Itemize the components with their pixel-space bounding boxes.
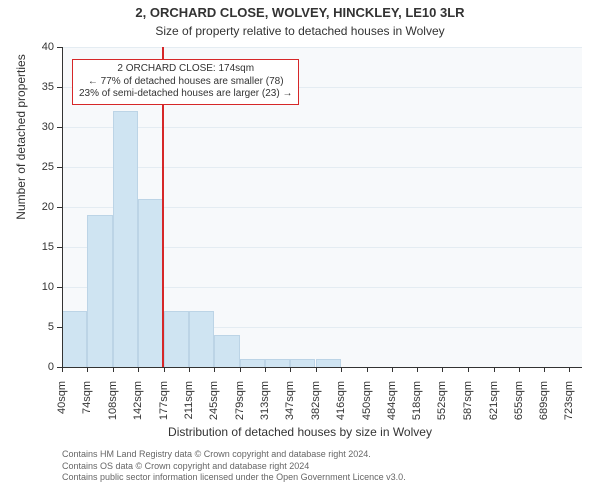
x-tick-label: 552sqm	[436, 381, 448, 431]
histogram-bar	[316, 359, 341, 367]
histogram-bar	[290, 359, 315, 367]
histogram-bar	[265, 359, 290, 367]
x-tick-label: 347sqm	[284, 381, 296, 431]
x-tick-label: 723sqm	[563, 381, 575, 431]
y-tick-label: 20	[32, 201, 54, 213]
x-tick-label: 689sqm	[538, 381, 550, 431]
x-tick-label: 245sqm	[208, 381, 220, 431]
x-tick-label: 74sqm	[81, 381, 93, 431]
y-tick-label: 5	[32, 321, 54, 333]
x-tick-label: 142sqm	[132, 381, 144, 431]
x-tick-label: 655sqm	[513, 381, 525, 431]
hgrid-line	[62, 127, 582, 128]
x-tick-label: 177sqm	[158, 381, 170, 431]
footer: Contains HM Land Registry data © Crown c…	[62, 449, 582, 484]
y-tick-label: 25	[32, 161, 54, 173]
x-tick-label: 518sqm	[411, 381, 423, 431]
x-tick-label: 40sqm	[56, 381, 68, 431]
y-tick-label: 40	[32, 41, 54, 53]
annotation-line-3: 23% of semi-detached houses are larger (…	[79, 88, 292, 101]
histogram-bar	[138, 199, 163, 367]
annotation-line-1: 2 ORCHARD CLOSE: 174sqm	[79, 63, 292, 76]
y-tick-label: 35	[32, 81, 54, 93]
histogram-bar	[240, 359, 265, 367]
y-tick-label: 30	[32, 121, 54, 133]
annotation-line-2: ← 77% of detached houses are smaller (78…	[79, 76, 292, 89]
x-tick-label: 587sqm	[462, 381, 474, 431]
chart-title-sub: Size of property relative to detached ho…	[0, 24, 600, 38]
x-tick-label: 279sqm	[234, 381, 246, 431]
x-tick-label: 484sqm	[386, 381, 398, 431]
y-axis-line	[62, 47, 63, 367]
annotation-box: 2 ORCHARD CLOSE: 174sqm← 77% of detached…	[72, 59, 299, 105]
x-tick-label: 108sqm	[107, 381, 119, 431]
y-axis-label: Number of detached properties	[14, 0, 28, 297]
hgrid-line	[62, 167, 582, 168]
histogram-bar	[164, 311, 189, 367]
x-axis-line	[62, 367, 582, 368]
x-axis-label: Distribution of detached houses by size …	[0, 425, 600, 439]
x-tick-label: 450sqm	[361, 381, 373, 431]
x-tick-label: 211sqm	[183, 381, 195, 431]
x-tick-label: 621sqm	[488, 381, 500, 431]
footer-line-3: Contains public sector information licen…	[62, 472, 582, 484]
footer-line-2: Contains OS data © Crown copyright and d…	[62, 461, 582, 473]
chart-title-main: 2, ORCHARD CLOSE, WOLVEY, HINCKLEY, LE10…	[0, 5, 600, 20]
histogram-bar	[113, 111, 138, 367]
y-tick-label: 15	[32, 241, 54, 253]
hgrid-line	[62, 47, 582, 48]
histogram-bar	[62, 311, 87, 367]
footer-line-1: Contains HM Land Registry data © Crown c…	[62, 449, 582, 461]
y-tick-label: 10	[32, 281, 54, 293]
histogram-bar	[189, 311, 214, 367]
histogram-bar	[87, 215, 112, 367]
x-tick-label: 416sqm	[335, 381, 347, 431]
x-tick-label: 382sqm	[310, 381, 322, 431]
histogram-bar	[214, 335, 239, 367]
y-tick-label: 0	[32, 361, 54, 373]
x-tick-label: 313sqm	[259, 381, 271, 431]
